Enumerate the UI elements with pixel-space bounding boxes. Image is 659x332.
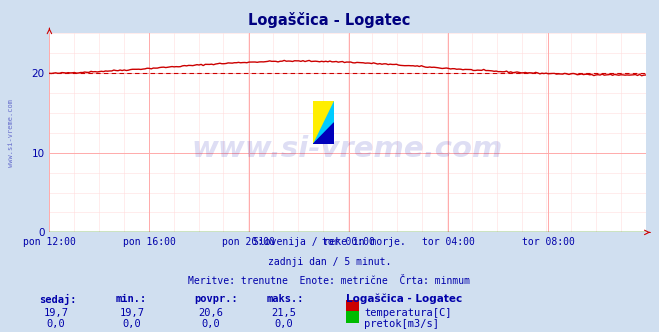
Text: Meritve: trenutne  Enote: metrične  Črta: minmum: Meritve: trenutne Enote: metrične Črta: … — [188, 276, 471, 286]
Text: Slovenija / reke in morje.: Slovenija / reke in morje. — [253, 237, 406, 247]
Polygon shape — [313, 101, 334, 144]
Polygon shape — [313, 123, 334, 144]
Text: pretok[m3/s]: pretok[m3/s] — [364, 319, 440, 329]
Text: 0,0: 0,0 — [202, 319, 220, 329]
Text: min.:: min.: — [115, 294, 146, 304]
Text: 0,0: 0,0 — [47, 319, 65, 329]
Text: 19,7: 19,7 — [43, 308, 69, 318]
Text: temperatura[C]: temperatura[C] — [364, 308, 452, 318]
Text: povpr.:: povpr.: — [194, 294, 238, 304]
Text: 20,6: 20,6 — [198, 308, 223, 318]
Text: Logaščica - Logatec: Logaščica - Logatec — [346, 294, 462, 304]
Polygon shape — [313, 101, 334, 144]
Text: 21,5: 21,5 — [271, 308, 296, 318]
Text: maks.:: maks.: — [267, 294, 304, 304]
Text: 0,0: 0,0 — [123, 319, 141, 329]
Text: 19,7: 19,7 — [119, 308, 144, 318]
Text: zadnji dan / 5 minut.: zadnji dan / 5 minut. — [268, 257, 391, 267]
Text: www.si-vreme.com: www.si-vreme.com — [8, 99, 14, 167]
Text: sedaj:: sedaj: — [40, 294, 77, 305]
Text: Logaščica - Logatec: Logaščica - Logatec — [248, 12, 411, 28]
Text: 0,0: 0,0 — [274, 319, 293, 329]
Text: www.si-vreme.com: www.si-vreme.com — [192, 135, 503, 163]
